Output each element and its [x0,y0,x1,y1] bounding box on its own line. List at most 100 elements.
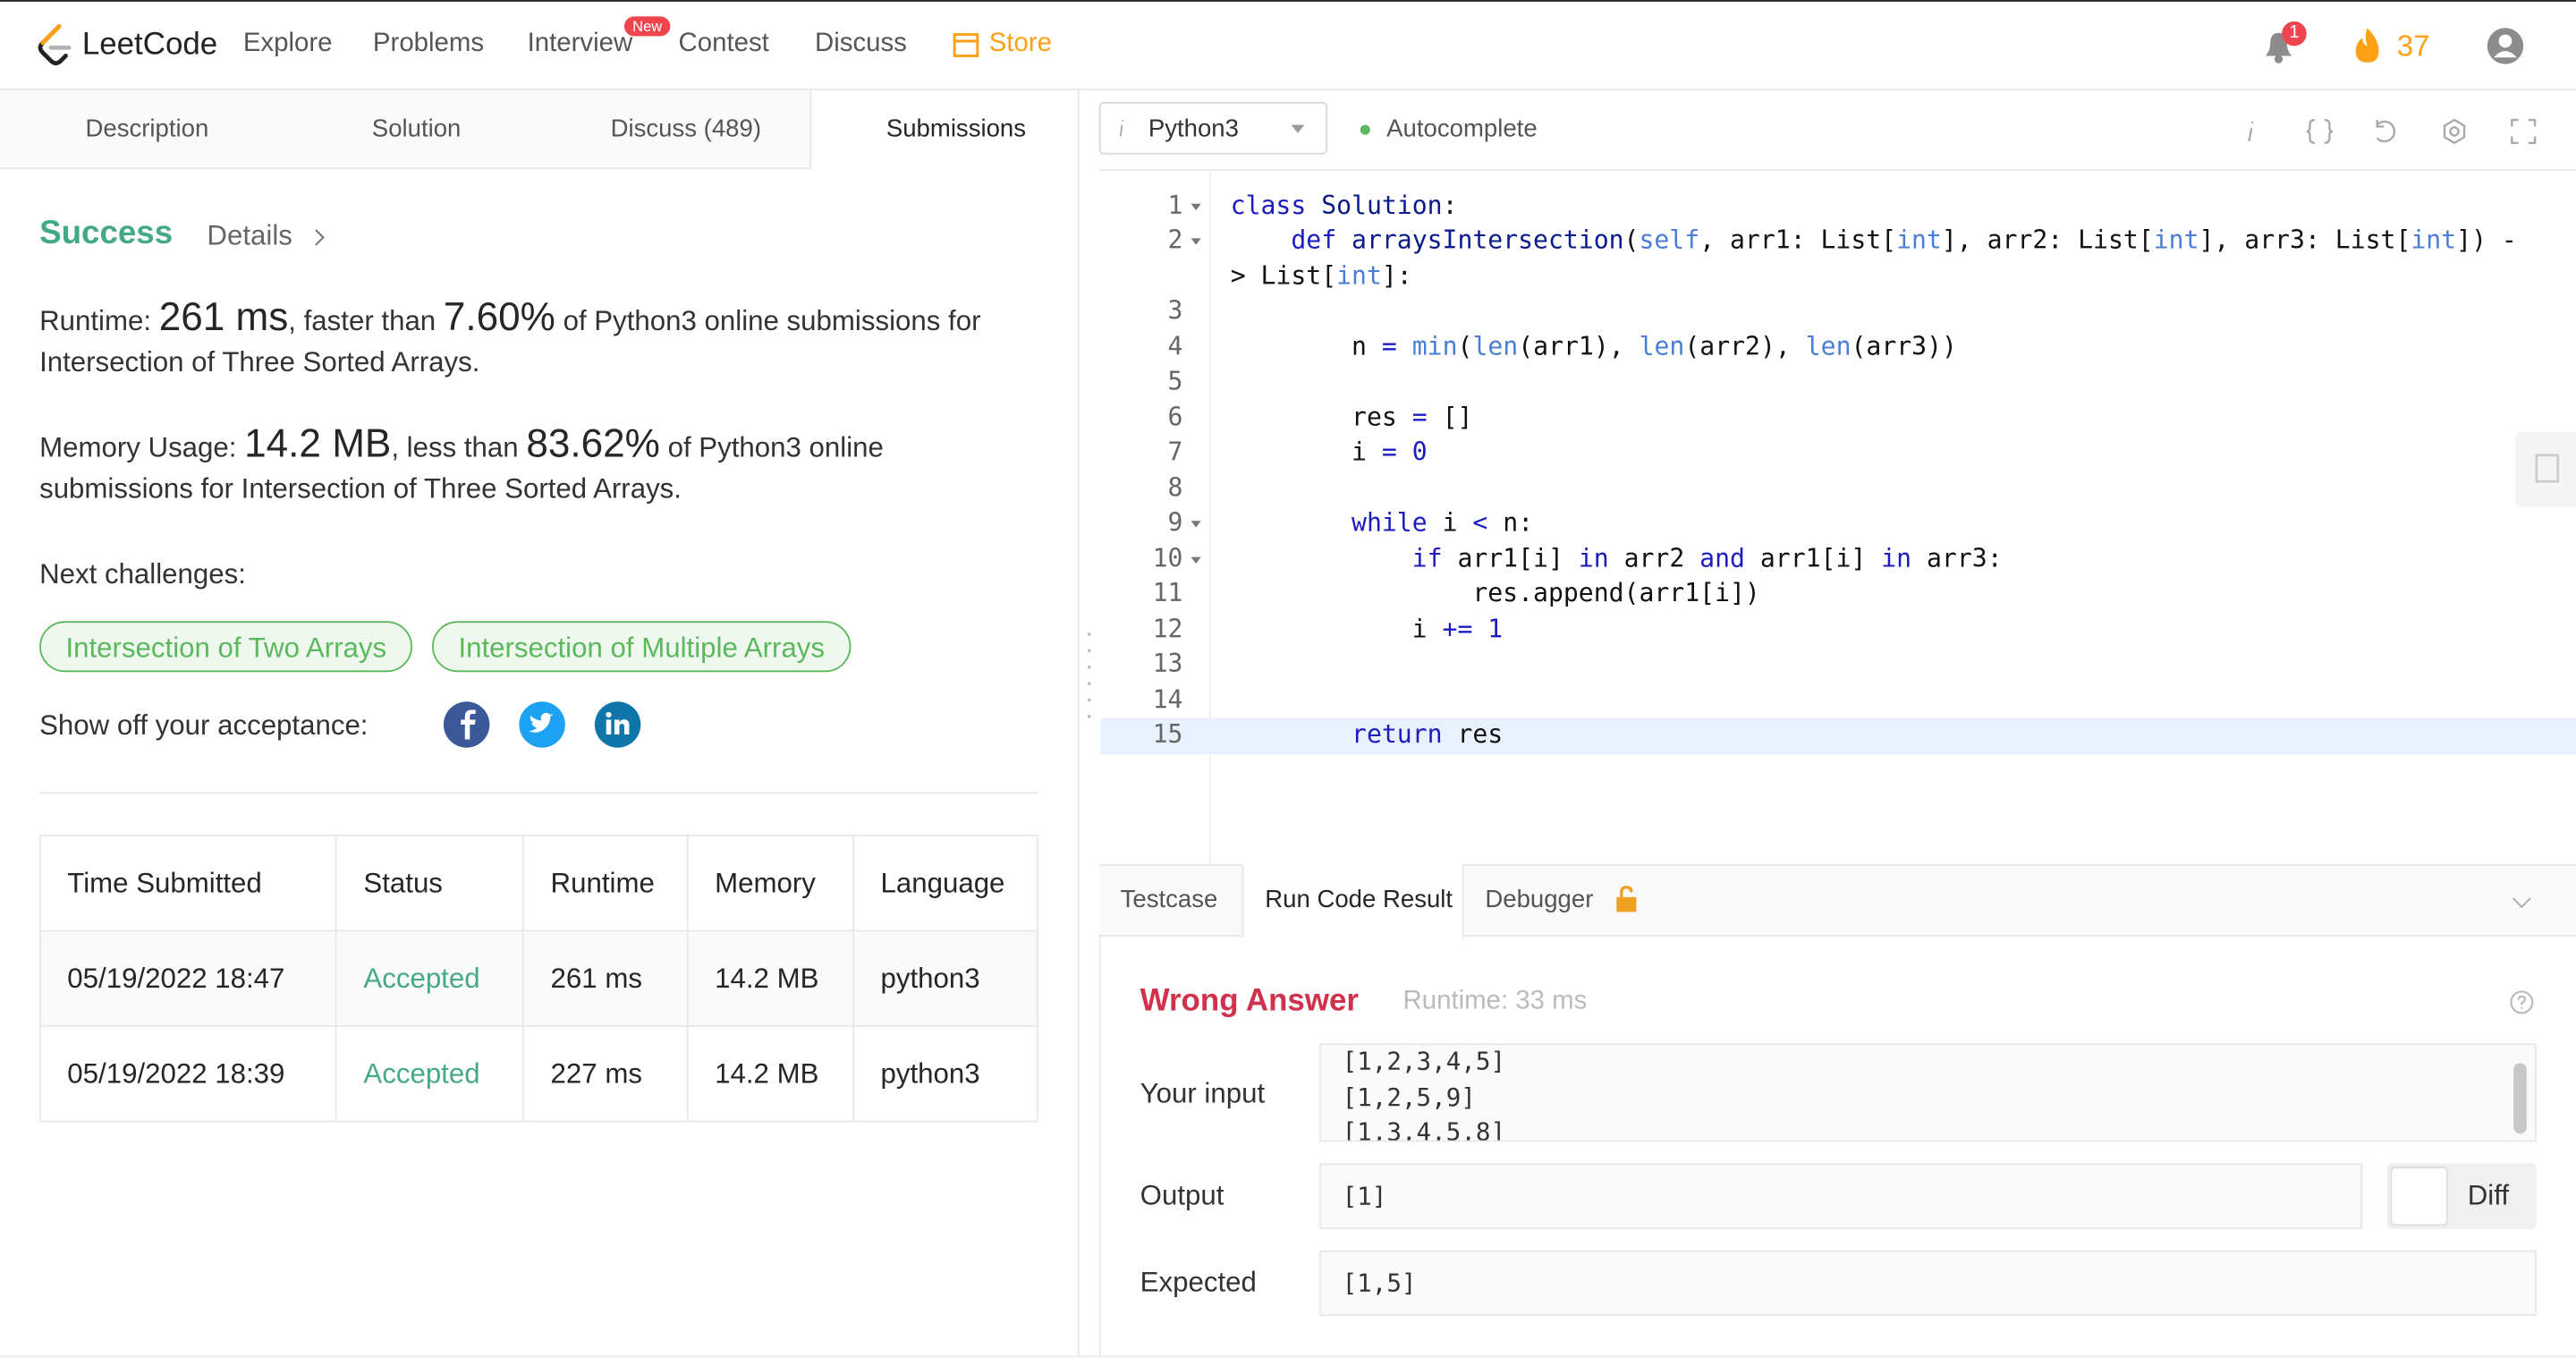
input-line: [1,2,5,9] [1342,1082,1476,1112]
fold-marker [1182,683,1208,717]
fold-marker[interactable] [1182,542,1208,577]
code-text [1231,648,2529,683]
nav-link[interactable]: Interview [527,30,633,58]
fullscreen-button[interactable] [2511,118,2537,144]
logo-text[interactable]: LeetCode [81,28,218,63]
line-number: 15 [1152,719,1183,750]
text: , faster than [288,305,436,337]
divider [1077,90,1080,1358]
autocomplete[interactable]: Autocomplete [1386,115,1538,143]
code-text: n = min(len(arr1), len(arr2), len(arr3)) [1352,331,1957,361]
percent: 7.60% [443,295,555,341]
code-line: 13 [1101,648,2576,683]
diff-toggle[interactable]: Diff [2386,1163,2537,1229]
avatar[interactable] [2486,26,2525,65]
line-number: 3 [1167,296,1183,327]
line-number: 4 [1167,331,1183,361]
nav-link[interactable]: Explore [242,30,333,58]
tab[interactable]: Submissions [809,90,1078,170]
scrollbar[interactable] [2513,1063,2527,1134]
code-line: 9 while i < n: [1101,506,2576,541]
fold-marker [1182,471,1208,506]
fold-marker[interactable] [1182,189,1208,224]
settings-button[interactable] [2443,118,2466,145]
share-icons [443,701,641,748]
format-button[interactable] [2306,118,2334,144]
bottom-border [0,1355,2576,1358]
challenge-chip[interactable]: Intersection of Two Arrays [39,621,413,673]
fold-marker [1182,295,1208,330]
code-line: 10 if arr1[i] in arr2 and arr1[i] in arr… [1101,542,2576,577]
runtime-summary: Runtime: 261 ms, faster than 7.60% of Py… [39,297,1041,383]
nav-link[interactable]: Discuss [815,30,907,58]
linkedin[interactable] [594,701,641,748]
code-text: return res [1352,719,1504,750]
reset-button[interactable] [2376,120,2396,143]
code-line: 8 [1101,471,2576,506]
code-line: 3 [1101,295,2576,330]
verdict: Wrong Answer [1140,984,1359,1019]
line-number: 13 [1152,649,1183,679]
separator [39,792,1038,794]
input-box[interactable]: [1,2,3,4,5] [1,2,5,9] [1,3,4,5,8] [1318,1043,2537,1142]
label: Memory Usage: [39,432,237,463]
console-border [1098,936,1101,1358]
submission-row[interactable]: 05/19/2022 18:47 Accepted 261 ms 14.2 MB pyt… [39,929,1038,1027]
fold-marker [1182,365,1208,400]
fold-marker [1182,577,1208,612]
nav-link[interactable]: Problems [372,30,485,58]
code-line: 14 [1101,683,2576,717]
details-link[interactable]: Details [207,220,292,252]
fold-marker [1182,436,1208,471]
memory-summary: Memory Usage: 14.2 MB, less than 83.62% … [39,424,1041,510]
fold-marker [1182,330,1208,365]
nav-link[interactable]: Contest [678,30,769,58]
fold-marker [1182,612,1208,647]
help-icon[interactable] [2509,989,2535,1015]
line-number: 1 [1167,191,1183,221]
input-line: [1,2,3,4,5] [1342,1046,1506,1077]
cell: 227 ms [522,1025,689,1123]
console-tab[interactable]: Testcase [1120,885,1218,914]
code-line: 2 def arraysIntersection(self, arr1: Lis… [1101,225,2576,295]
caret [1291,124,1305,140]
fold-marker [1182,718,1208,753]
code-text: class Solution: [1230,191,1458,221]
language-select[interactable]: ​ Python3 [1098,101,1328,155]
expected-label: Expected [1140,1267,1257,1298]
side-button[interactable] [2514,432,2576,508]
new-badge: New [623,16,671,37]
tab[interactable]: Solution [371,115,462,143]
code-text [1231,365,2529,400]
console-tab[interactable]: Debugger [1485,885,1594,914]
lock-icon [1616,886,1637,912]
tab[interactable]: Description [85,115,209,143]
column-header: Memory [686,835,855,932]
code-editor[interactable]: 1 class Solution: 2 def arraysIntersection… [1100,189,2576,754]
twitter[interactable] [519,701,565,748]
toggle-knob [2390,1167,2448,1226]
line-number: 5 [1167,367,1183,397]
expected-box: [1,5] [1318,1250,2537,1317]
challenge-chip[interactable]: Intersection of Multiple Arrays [432,621,852,673]
facebook[interactable] [443,701,490,748]
cell: 14.2 MB [686,929,855,1027]
next-label: Next challenges: [39,558,246,590]
fold-marker[interactable] [1182,225,1208,295]
console-tab[interactable]: Run Code Result [1241,864,1464,938]
code-line: 11 res.append(arr1[i]) [1101,577,2576,612]
gutter [1099,169,1211,865]
submission-row[interactable]: 05/19/2022 18:39 Accepted 227 ms 14.2 MB pyt… [39,1025,1038,1123]
label: Runtime: [39,305,152,337]
drag-handle[interactable] [1084,626,1094,725]
streak-count: 37 [2396,30,2430,63]
store-link[interactable]: Store [988,30,1052,58]
code-line: 7 i = 0 [1101,436,2576,471]
info-button[interactable] [2248,121,2254,142]
column-header: Time Submitted [39,835,338,932]
store-icon [953,33,979,57]
line-number: 11 [1152,578,1183,608]
tab[interactable]: Discuss (489) [610,115,762,143]
fold-marker[interactable] [1182,506,1208,541]
